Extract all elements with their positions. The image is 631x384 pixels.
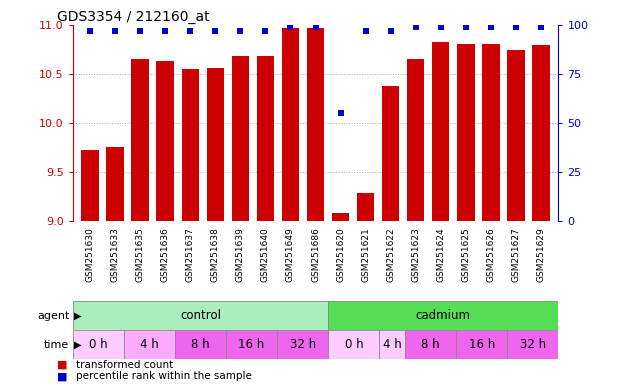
Point bbox=[486, 24, 496, 30]
Text: 0 h: 0 h bbox=[345, 338, 363, 351]
Bar bbox=[307, 28, 324, 221]
Point bbox=[336, 110, 346, 116]
Text: ▶: ▶ bbox=[74, 311, 82, 321]
Text: GSM251637: GSM251637 bbox=[186, 227, 195, 282]
Bar bbox=[456, 330, 507, 359]
Text: GSM251626: GSM251626 bbox=[487, 227, 495, 282]
Text: 4 h: 4 h bbox=[140, 338, 158, 351]
Text: 32 h: 32 h bbox=[290, 338, 316, 351]
Bar bbox=[107, 147, 124, 221]
Point bbox=[360, 28, 370, 34]
Text: ■: ■ bbox=[57, 371, 68, 381]
Point bbox=[310, 24, 321, 30]
Text: 16 h: 16 h bbox=[469, 338, 495, 351]
Text: agent: agent bbox=[37, 311, 69, 321]
Point bbox=[135, 28, 145, 34]
Bar bbox=[182, 69, 199, 221]
Bar bbox=[328, 301, 558, 330]
Bar bbox=[457, 43, 475, 221]
Text: GSM251686: GSM251686 bbox=[311, 227, 320, 282]
Bar bbox=[73, 330, 124, 359]
Text: GSM251623: GSM251623 bbox=[411, 227, 420, 282]
Point bbox=[186, 28, 196, 34]
Point bbox=[461, 24, 471, 30]
Point bbox=[160, 28, 170, 34]
Text: GSM251624: GSM251624 bbox=[436, 227, 445, 282]
Text: 0 h: 0 h bbox=[89, 338, 107, 351]
Text: control: control bbox=[180, 310, 221, 322]
Text: GSM251633: GSM251633 bbox=[110, 227, 120, 282]
Bar bbox=[232, 56, 249, 221]
Point bbox=[386, 28, 396, 34]
Text: GSM251625: GSM251625 bbox=[461, 227, 470, 282]
Point bbox=[411, 24, 421, 30]
Bar bbox=[432, 41, 449, 221]
Text: GSM251639: GSM251639 bbox=[236, 227, 245, 282]
Point bbox=[85, 28, 95, 34]
Bar bbox=[507, 330, 558, 359]
Text: GSM251635: GSM251635 bbox=[136, 227, 144, 282]
Bar bbox=[405, 330, 456, 359]
Point bbox=[110, 28, 120, 34]
Bar bbox=[332, 213, 350, 221]
Bar bbox=[507, 50, 524, 221]
Point bbox=[536, 24, 546, 30]
Text: 8 h: 8 h bbox=[422, 338, 440, 351]
Text: 4 h: 4 h bbox=[383, 338, 401, 351]
Bar bbox=[206, 68, 224, 221]
Text: GSM251620: GSM251620 bbox=[336, 227, 345, 282]
Bar bbox=[532, 45, 550, 221]
Point bbox=[235, 28, 245, 34]
Text: 16 h: 16 h bbox=[239, 338, 264, 351]
Point bbox=[261, 28, 271, 34]
Text: GSM251627: GSM251627 bbox=[511, 227, 521, 282]
Text: GSM251630: GSM251630 bbox=[86, 227, 95, 282]
Text: cadmium: cadmium bbox=[416, 310, 471, 322]
Bar bbox=[156, 61, 174, 221]
Bar bbox=[407, 59, 425, 221]
Text: GSM251640: GSM251640 bbox=[261, 227, 270, 282]
Bar bbox=[131, 59, 149, 221]
Bar bbox=[328, 330, 379, 359]
Text: transformed count: transformed count bbox=[76, 360, 173, 370]
Text: GSM251629: GSM251629 bbox=[536, 227, 545, 282]
Bar bbox=[257, 56, 274, 221]
Text: ■: ■ bbox=[57, 360, 68, 370]
Text: GSM251649: GSM251649 bbox=[286, 227, 295, 282]
Point bbox=[435, 24, 445, 30]
Text: GSM251636: GSM251636 bbox=[161, 227, 170, 282]
Bar bbox=[73, 301, 328, 330]
Point bbox=[210, 28, 220, 34]
Bar bbox=[124, 330, 175, 359]
Text: percentile rank within the sample: percentile rank within the sample bbox=[76, 371, 252, 381]
Bar bbox=[382, 86, 399, 221]
Point bbox=[285, 24, 295, 30]
Point bbox=[511, 24, 521, 30]
Text: GSM251622: GSM251622 bbox=[386, 227, 395, 282]
Bar bbox=[379, 330, 405, 359]
Bar bbox=[357, 194, 374, 221]
Bar bbox=[277, 330, 328, 359]
Text: 32 h: 32 h bbox=[520, 338, 546, 351]
Bar bbox=[175, 330, 226, 359]
Bar bbox=[81, 150, 99, 221]
Bar bbox=[281, 28, 299, 221]
Text: 8 h: 8 h bbox=[191, 338, 209, 351]
Bar bbox=[226, 330, 277, 359]
Text: GDS3354 / 212160_at: GDS3354 / 212160_at bbox=[57, 10, 209, 23]
Text: GSM251638: GSM251638 bbox=[211, 227, 220, 282]
Bar bbox=[482, 43, 500, 221]
Text: time: time bbox=[44, 339, 69, 350]
Text: GSM251621: GSM251621 bbox=[361, 227, 370, 282]
Text: ▶: ▶ bbox=[74, 339, 82, 350]
